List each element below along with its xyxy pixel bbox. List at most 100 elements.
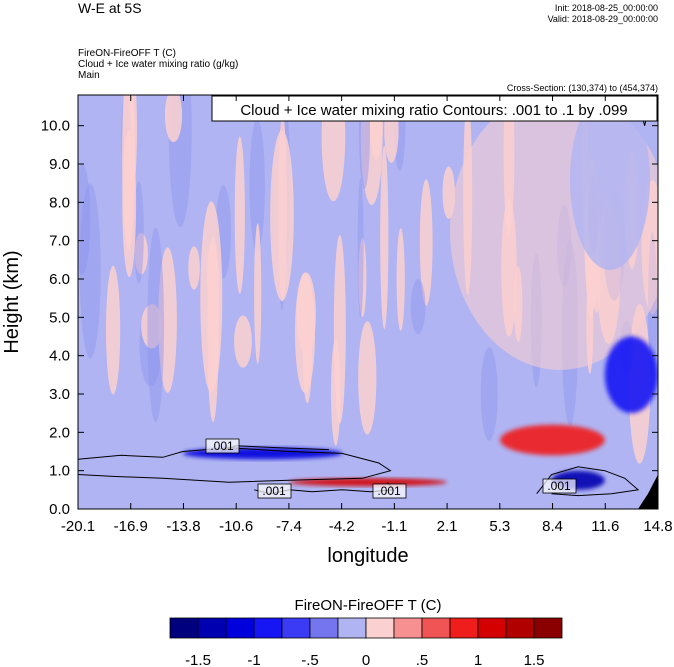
plot-frame — [77, 94, 659, 510]
y-axis-title: Height (km) — [1, 250, 23, 353]
background-streak — [410, 279, 426, 335]
background-streak — [164, 95, 183, 143]
plot-area — [78, 95, 658, 509]
terrain — [638, 474, 658, 509]
background-streak — [234, 136, 245, 294]
background-streaks — [78, 95, 658, 464]
y-tick-label: 8.0 — [49, 194, 70, 211]
contour-label-box — [205, 438, 240, 454]
x-tick-label: 11.6 — [591, 518, 619, 535]
colorbar-swatch — [281, 617, 311, 639]
colorbar-tick-label: -1 — [247, 652, 260, 667]
background-streak — [302, 308, 312, 404]
y-tick-label: 6.0 — [49, 271, 70, 288]
cool-region — [570, 95, 650, 270]
colorbar-tick-label: 0 — [362, 652, 370, 667]
init-time-label: Init: 2018-08-25_00:00:00 — [554, 3, 658, 13]
variable-title: FireON-FireOFF T (C) — [78, 48, 176, 59]
contour-label-box — [257, 483, 292, 499]
x-tick-label: -10.6 — [219, 518, 253, 535]
y-tick-label: 1.0 — [49, 463, 70, 480]
colorbar-swatches — [169, 617, 563, 639]
colorbar-tick-label: 1 — [474, 652, 482, 667]
background-streak — [396, 228, 405, 331]
x-tick-label: -4.2 — [329, 518, 355, 535]
colorbar: FireON-FireOFF T (C) -1.5 -1 -.5 0 .5 1 1.5 — [169, 597, 563, 667]
x-tick-label: -16.9 — [114, 518, 148, 535]
cross-section-label: Cross-Section: (130,374) to (454,374) — [506, 83, 658, 93]
x-tick-label: 5.3 — [489, 518, 510, 535]
background-streak — [133, 181, 144, 284]
colorbar-swatch — [197, 617, 227, 639]
colorbar-swatch — [505, 617, 535, 639]
contour-label-box — [372, 483, 407, 499]
background-streak — [158, 247, 177, 393]
x-tick-label: -13.8 — [166, 518, 200, 535]
colorbar-tick-labels: -1.5 -1 -.5 0 .5 1 1.5 — [185, 652, 544, 667]
colorbar-swatch — [365, 617, 395, 639]
background-streak — [147, 227, 164, 423]
background-streak — [249, 119, 265, 252]
background-streak — [358, 238, 367, 318]
background-streak — [333, 234, 346, 424]
cloud-contour-line — [78, 447, 392, 483]
contour-label: .001 — [210, 439, 234, 453]
colorbar-swatch — [253, 617, 283, 639]
contour-label: .001 — [262, 484, 286, 498]
colorbar-swatch — [169, 617, 199, 639]
y-tick-label: 7.0 — [49, 233, 70, 250]
colorbar-swatch — [309, 617, 339, 639]
cloud-contour-line — [536, 466, 640, 497]
background-streak — [321, 95, 346, 202]
y-tick-label: 10.0 — [41, 118, 70, 135]
x-tick-label: 8.4 — [542, 518, 563, 535]
x-axis-title: longitude — [327, 545, 408, 567]
anomaly-feature — [289, 478, 447, 487]
valid-time-label: Valid: 2018-08-29_00:00:00 — [547, 14, 658, 24]
y-tick-label: 5.0 — [49, 309, 70, 326]
variable-main: Main — [78, 70, 100, 81]
contour-label: .001 — [547, 479, 571, 493]
anomaly-feature — [604, 336, 658, 414]
background-streak — [122, 129, 137, 278]
colorbar-swatch — [449, 617, 479, 639]
background-streak — [254, 223, 262, 364]
background-streak — [188, 246, 200, 290]
x-tick-label: 14.8 — [643, 518, 672, 535]
colorbar-tick-label: .5 — [416, 652, 429, 667]
colorbar-swatch — [533, 617, 563, 639]
background-streak — [270, 130, 294, 301]
background-streak — [480, 347, 498, 441]
contour-label-box — [542, 478, 577, 494]
y-tick-label: 9.0 — [49, 156, 70, 173]
anomaly-features — [182, 336, 658, 509]
background-streak — [78, 164, 91, 275]
y-tick-label: 3.0 — [49, 386, 70, 403]
background-streak — [234, 315, 252, 368]
x-tick-label: -20.1 — [61, 518, 95, 535]
contour-info-box: Cloud + Ice water mixing ratio Contours:… — [211, 95, 658, 122]
background-streak — [134, 232, 148, 275]
contour-info-frame — [211, 95, 658, 122]
colorbar-swatch — [337, 617, 367, 639]
x-axis: -20.1 -16.9 -13.8 -10.6 -7.4 -4.2 -1.1 2.1 5.3 8.… — [61, 95, 673, 535]
contour-label-boxes: .001 .001 .001 .001 — [205, 438, 577, 499]
variable-subtitle: Cloud + Ice water mixing ratio (g/kg) — [78, 59, 239, 70]
y-tick-label: 0.0 — [49, 501, 70, 518]
y-axis: 0.0 1.0 2.0 3.0 4.0 5.0 6.0 7.0 8.0 9.0 10.0 — [41, 118, 658, 518]
colorbar-swatch — [477, 617, 507, 639]
colorbar-tick-label: 1.5 — [524, 652, 545, 667]
background-streak — [357, 178, 364, 318]
y-tick-label: 4.0 — [49, 348, 70, 365]
colorbar-swatch — [225, 617, 255, 639]
background-streak — [106, 265, 121, 395]
colorbar-swatch — [393, 617, 423, 639]
background-streak — [358, 321, 377, 435]
x-tick-label: 2.1 — [437, 518, 458, 535]
x-tick-label: -1.1 — [381, 518, 407, 535]
colorbar-tick-label: -.5 — [301, 652, 319, 667]
chart-title: W-E at 5S — [78, 0, 142, 16]
background-streak — [419, 179, 433, 306]
background-streak — [79, 183, 101, 359]
